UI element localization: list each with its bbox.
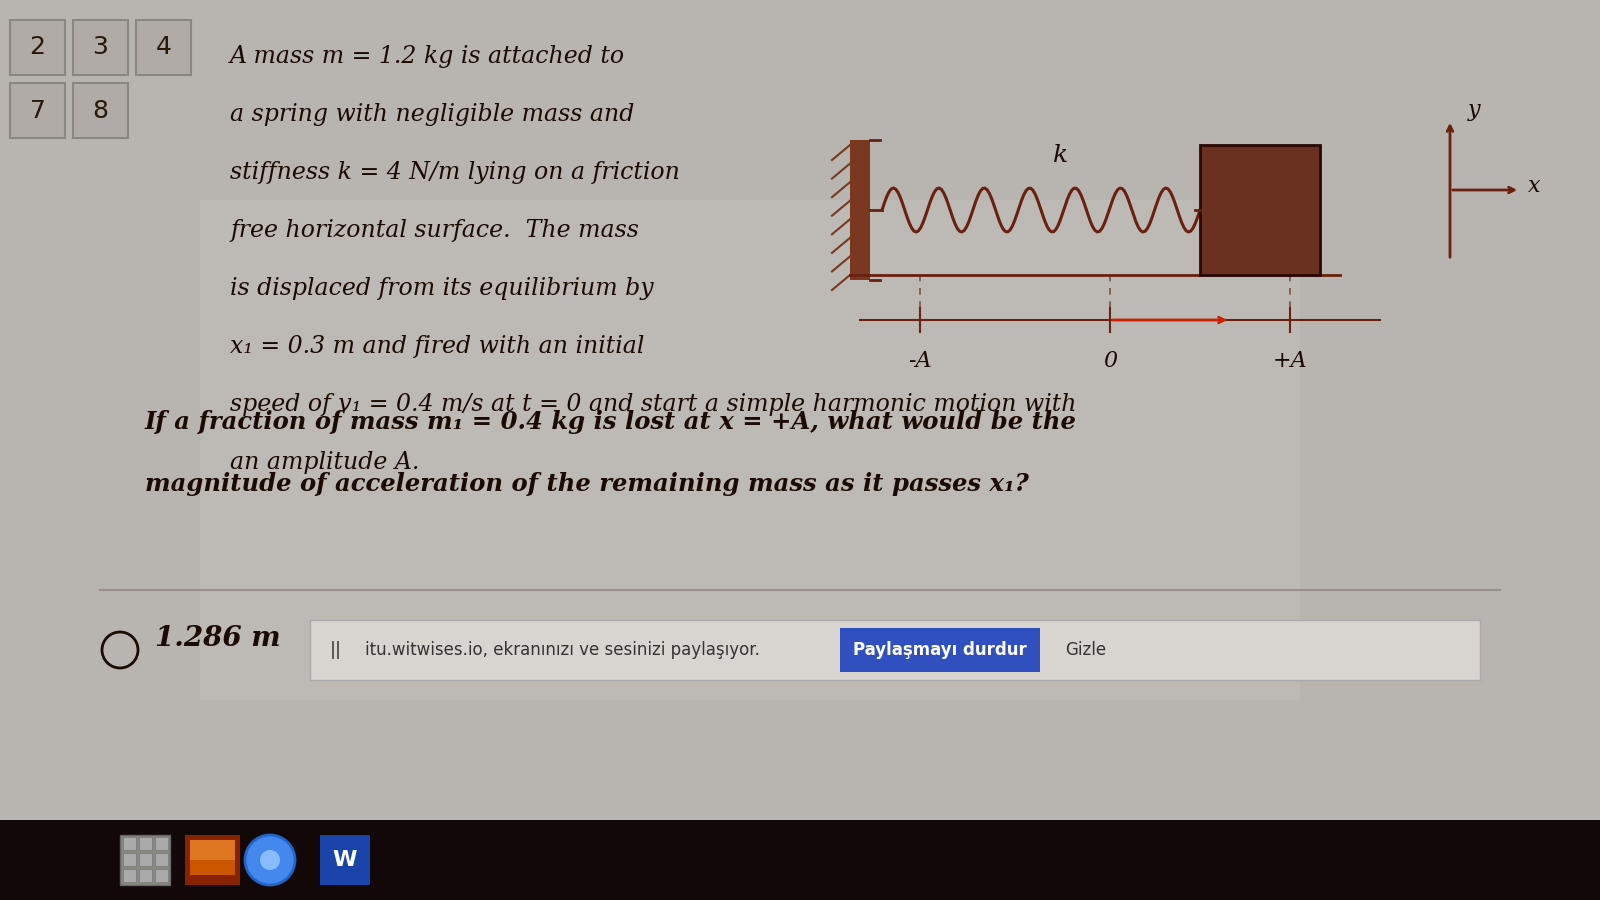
Bar [120,835,170,885]
Text: x: x [1528,175,1541,197]
Text: speed of v₁ = 0.4 m/s at t = 0 and start a simple harmonic motion with: speed of v₁ = 0.4 m/s at t = 0 and start… [230,393,1077,416]
Text: 2: 2 [29,35,45,59]
Text: 8: 8 [93,98,109,122]
Text: free horizontal surface.  The mass: free horizontal surface. The mass [230,219,638,242]
Bar [186,835,240,885]
Text: 0: 0 [1102,350,1117,372]
Bar [850,140,870,280]
Text: +A: +A [1272,350,1307,372]
Text: magnitude of acceleration of the remaining mass as it passes x₁?: magnitude of acceleration of the remaini… [146,472,1029,496]
Circle shape [259,850,280,870]
Text: -A: -A [909,350,931,372]
Bar [190,840,235,860]
Bar [136,20,190,75]
Bar [310,620,1480,680]
Text: stiffness k = 4 N/m lying on a friction: stiffness k = 4 N/m lying on a friction [230,161,680,184]
Bar [74,20,128,75]
Text: a spring with negligible mass and: a spring with negligible mass and [230,103,634,126]
Text: itu.witwises.io, ekranınızı ve sesinizi paylaşıyor.: itu.witwises.io, ekranınızı ve sesinizi … [365,641,760,659]
Bar [840,628,1040,672]
Text: Gizle: Gizle [1066,641,1106,659]
Text: Paylaşmayı durdur: Paylaşmayı durdur [853,641,1027,659]
Bar [1200,145,1320,275]
Bar [200,200,1299,700]
Bar [320,835,370,885]
Text: 4: 4 [155,35,171,59]
Text: is displaced from its equilibrium by: is displaced from its equilibrium by [230,277,654,300]
Bar [74,83,128,138]
Text: ||: || [330,641,342,659]
Bar [10,83,66,138]
Circle shape [245,835,294,885]
Bar [0,820,1600,900]
Bar [123,853,136,866]
Text: y: y [1469,99,1480,121]
Bar [155,853,168,866]
Text: If a fraction of mass m₁ = 0.4 kg is lost at x = +A, what would be the: If a fraction of mass m₁ = 0.4 kg is los… [146,410,1077,434]
Text: W: W [333,850,357,870]
Text: k: k [1053,143,1069,166]
Bar [123,869,136,882]
Text: 7: 7 [29,98,45,122]
Bar [190,840,235,875]
Bar [155,869,168,882]
Text: 1.286 m: 1.286 m [155,625,280,652]
Bar [123,837,136,850]
Text: an amplitude A.: an amplitude A. [230,451,419,474]
Bar [155,837,168,850]
Text: x₁ = 0.3 m and fired with an initial: x₁ = 0.3 m and fired with an initial [230,335,645,358]
Text: A mass m = 1.2 kg is attached to: A mass m = 1.2 kg is attached to [230,45,626,68]
Bar [139,869,152,882]
Bar [10,20,66,75]
Bar [139,837,152,850]
Bar [139,853,152,866]
Text: 3: 3 [93,35,109,59]
